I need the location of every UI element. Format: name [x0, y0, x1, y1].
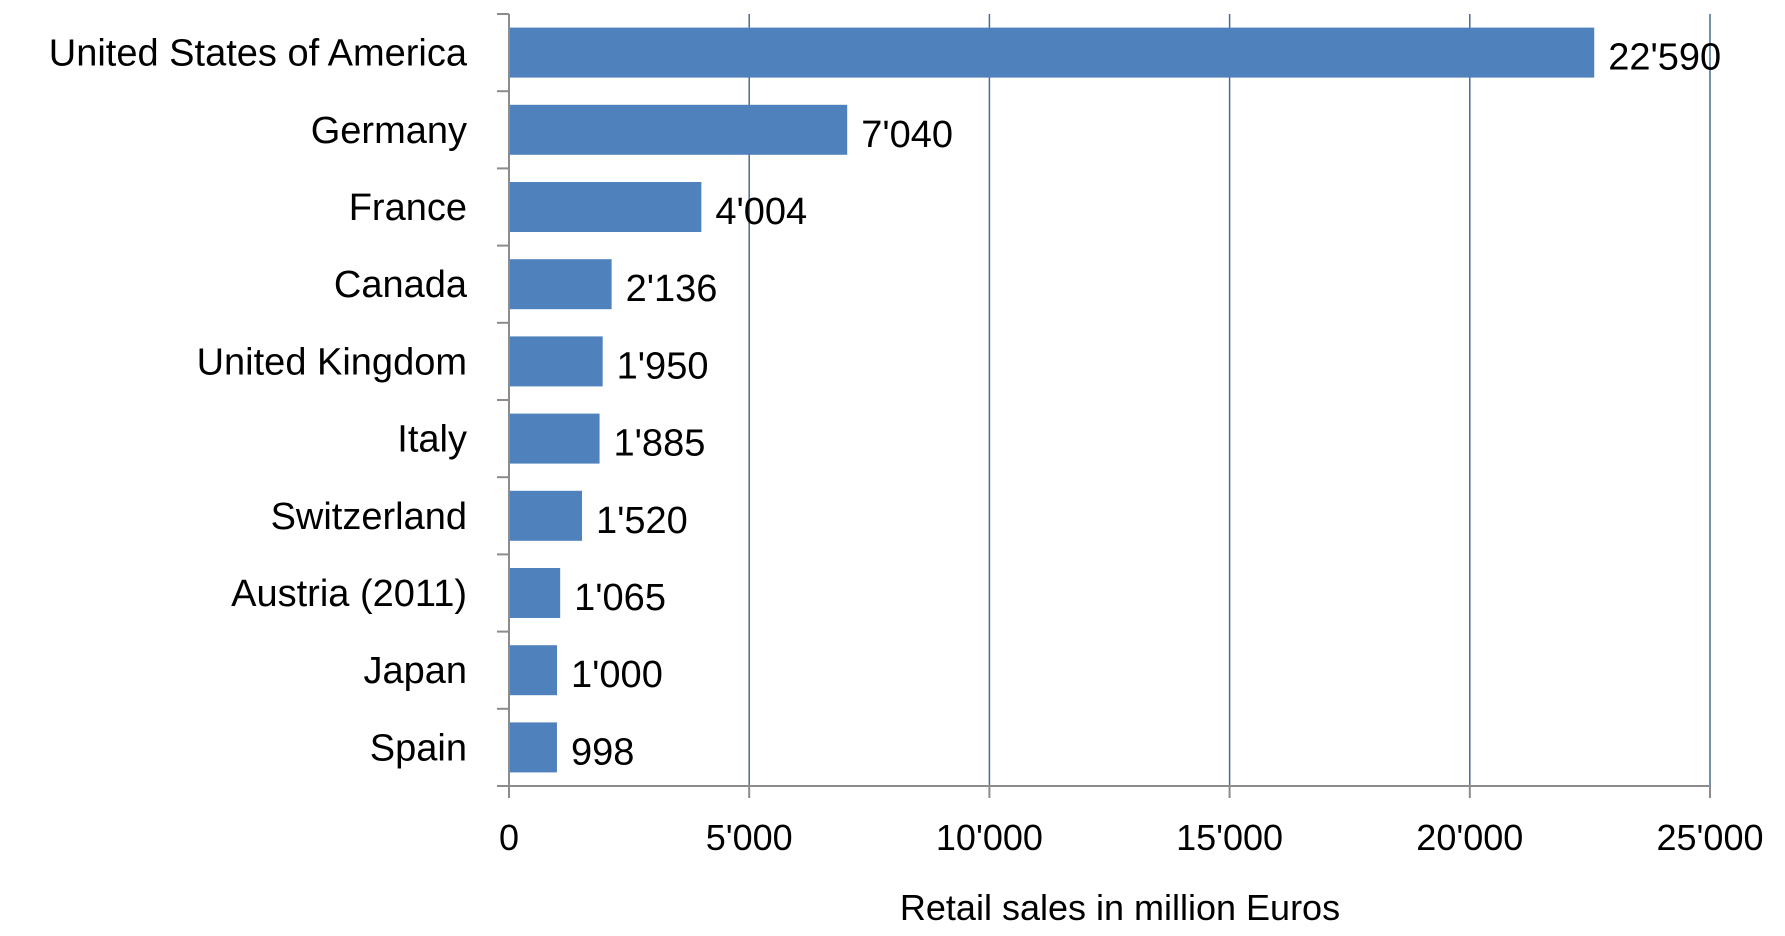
bars: [509, 27, 1595, 773]
value-label-0: 22'590: [1608, 37, 1721, 79]
x-axis-title: Retail sales in million Euros: [900, 887, 1340, 928]
x-tick-label-4: 20'000: [1416, 817, 1523, 858]
category-label-9: Spain: [370, 727, 467, 769]
value-label-4: 1'950: [617, 345, 709, 387]
value-label-7: 1'065: [574, 577, 666, 619]
category-label-1: Germany: [311, 110, 467, 152]
bar-0: [509, 27, 1595, 78]
category-labels: United States of America Germany France Can…: [49, 33, 468, 770]
axes: [497, 13, 1711, 798]
bar-5: [509, 413, 600, 464]
bar-4: [509, 336, 603, 387]
bar-9: [509, 722, 557, 773]
value-label-2: 4'004: [715, 191, 807, 233]
bar-2: [509, 182, 702, 232]
bar-1: [509, 104, 848, 155]
category-label-2: France: [349, 187, 467, 229]
x-tick-label-2: 10'000: [936, 817, 1043, 858]
category-label-8: Japan: [363, 650, 467, 692]
bar-3: [509, 259, 612, 310]
x-tick-label-3: 15'000: [1176, 817, 1283, 858]
value-label-6: 1'520: [596, 500, 688, 542]
category-label-3: Canada: [334, 264, 468, 306]
category-label-4: United Kingdom: [197, 341, 467, 383]
x-tick-labels: 0 5'000 10'000 15'000 20'000 25'000: [499, 817, 1764, 858]
bar-8: [509, 645, 558, 696]
category-label-0: United States of America: [49, 33, 468, 75]
category-label-5: Italy: [397, 419, 467, 461]
category-label-7: Austria (2011): [231, 573, 467, 615]
value-labels: 22'590 7'040 4'004 2'136 1'950 1'885 1'520 1'06…: [571, 37, 1721, 774]
bar-6: [509, 490, 583, 541]
x-tick-label-1: 5'000: [706, 817, 793, 858]
category-label-6: Switzerland: [271, 496, 467, 538]
gridlines: [748, 14, 1711, 786]
bar-7: [509, 568, 561, 618]
value-label-5: 1'885: [614, 423, 706, 465]
value-label-3: 2'136: [626, 268, 718, 310]
value-label-9: 998: [571, 731, 634, 773]
value-label-8: 1'000: [571, 654, 663, 696]
value-label-1: 7'040: [861, 114, 953, 156]
x-tick-label-0: 0: [499, 817, 519, 858]
x-tick-label-5: 25'000: [1657, 817, 1764, 858]
